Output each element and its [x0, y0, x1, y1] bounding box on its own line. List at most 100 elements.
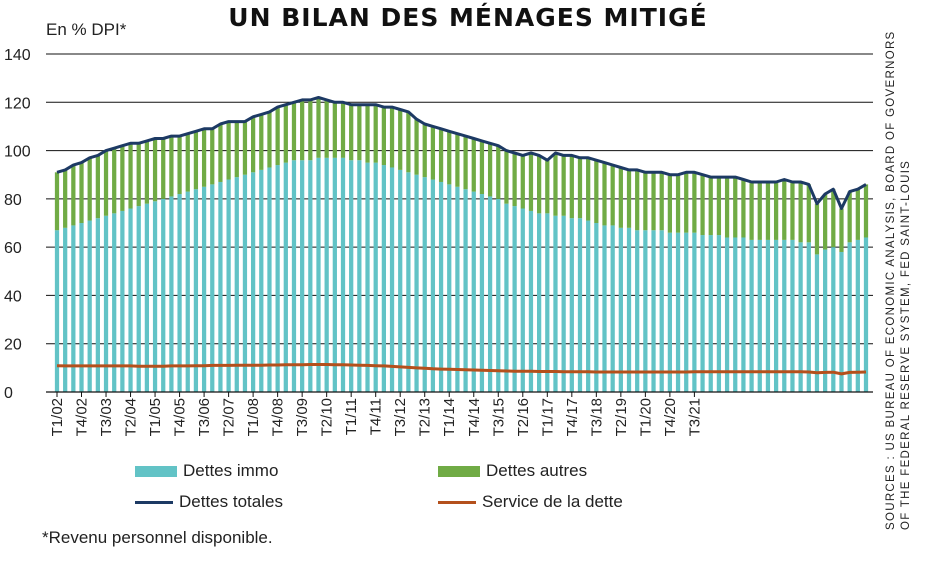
bar-dettes-autres — [561, 155, 566, 216]
x-tick-labels: T1/02 T4/02 T3/03 T2/04 T1/05 T4/05 T3/06 T2/07… — [49, 398, 703, 436]
bar-dettes-autres — [692, 172, 697, 233]
bar-dettes-autres — [553, 152, 558, 216]
bar-dettes-immo — [806, 242, 811, 392]
bar-dettes-autres — [144, 140, 150, 204]
bar-dettes-autres — [814, 203, 820, 255]
bar-dettes-autres — [577, 157, 583, 219]
bar-dettes-immo — [831, 247, 836, 392]
bar-dettes-immo — [471, 191, 476, 392]
bar-dettes-immo — [283, 162, 288, 392]
bar-dettes-immo — [741, 237, 746, 392]
bar-dettes-immo — [553, 215, 558, 392]
bar-dettes-autres — [267, 111, 272, 168]
bar-dettes-autres — [103, 150, 109, 216]
bar-dettes-autres — [357, 104, 362, 161]
bar-dettes-immo — [414, 174, 419, 392]
bar-dettes-immo — [210, 184, 215, 392]
bar-dettes-immo — [349, 160, 354, 392]
bar-dettes-immo — [120, 210, 125, 392]
bar-dettes-autres — [112, 148, 117, 214]
bar-dettes-immo — [144, 203, 150, 392]
bar-dettes-autres — [95, 155, 100, 219]
bar-dettes-immo — [496, 198, 501, 392]
x-tick-label: T1/05 — [147, 398, 164, 436]
bar-dettes-autres — [136, 143, 141, 207]
bar-dettes-autres — [234, 121, 239, 178]
y-tick-label: 60 — [4, 240, 22, 257]
bar-dettes-autres — [839, 208, 844, 252]
bar-dettes-immo — [537, 213, 542, 392]
bar-dettes-immo — [463, 189, 468, 392]
bar-dettes-autres — [667, 174, 673, 233]
bar-dettes-immo — [798, 242, 803, 392]
bar-dettes-immo — [692, 232, 697, 392]
bar-dettes-autres — [242, 121, 248, 175]
x-tick-label: T3/09 — [294, 398, 311, 436]
bar-dettes-autres — [210, 128, 215, 185]
line-dettes-totales — [56, 96, 867, 210]
bar-dettes-immo — [340, 157, 346, 392]
bar-dettes-autres — [537, 155, 542, 214]
bar-dettes-autres — [806, 184, 811, 243]
bar-dettes-immo — [357, 160, 362, 392]
bar-dettes-autres — [349, 104, 354, 161]
bar-dettes-autres — [700, 174, 705, 236]
bar-dettes-autres — [128, 143, 133, 209]
bar-dettes-immo — [447, 184, 452, 392]
bar-dettes-immo — [259, 169, 264, 392]
bar-dettes-immo — [594, 223, 599, 392]
bar-dettes-immo — [422, 177, 427, 392]
bar-dettes-immo — [512, 206, 517, 392]
bar-dettes-autres — [716, 177, 722, 236]
bar-dettes-autres — [438, 128, 444, 182]
line-service-de-la-dette — [56, 363, 867, 376]
bar-dettes-immo — [782, 239, 787, 392]
bar-dettes-autres — [185, 133, 190, 192]
bar-dettes-autres — [226, 121, 231, 180]
bar-dettes-autres — [54, 172, 60, 231]
bar-dettes-autres — [487, 143, 493, 197]
bar-dettes-autres — [594, 160, 599, 223]
bar-dettes-autres — [757, 181, 762, 240]
bar-dettes-autres — [708, 177, 713, 236]
bar-dettes-immo — [577, 218, 583, 392]
bar-dettes-immo — [308, 160, 313, 392]
bar-dettes-autres — [675, 174, 681, 233]
bar-dettes-immo — [504, 203, 509, 392]
bar-dettes-immo — [438, 181, 444, 392]
bar-dettes-immo — [863, 237, 869, 392]
bar-dettes-autres — [398, 109, 403, 170]
bar-dettes-immo — [610, 225, 615, 392]
bar-dettes-immo — [790, 239, 795, 392]
bar-dettes-immo — [455, 186, 460, 392]
bar-dettes-immo — [651, 230, 656, 392]
y-tick-label: 100 — [4, 144, 31, 161]
x-tick-label: T1/17 — [539, 398, 556, 436]
bar-dettes-autres — [847, 191, 852, 243]
x-tick-label: T2/04 — [123, 398, 140, 436]
bar-dettes-autres — [618, 167, 623, 228]
x-tick-label: T2/07 — [221, 398, 238, 436]
bar-dettes-immo — [430, 179, 436, 392]
x-tick-label: T2/19 — [613, 398, 630, 436]
x-tick-label: T1/14 — [441, 398, 458, 436]
sources-line-1: SOURCES : US BUREAU OF ECONOMIC ANALYSIS… — [885, 30, 897, 530]
bar-dettes-immo — [716, 235, 722, 392]
bar-dettes-immo — [95, 218, 100, 392]
x-tick-label: T1/20 — [637, 398, 654, 436]
bar-dettes-immo — [177, 194, 182, 392]
bar-dettes-immo — [528, 210, 534, 392]
bar-dettes-autres — [504, 150, 509, 204]
x-tick-label: T2/10 — [319, 398, 336, 436]
bar-dettes-autres — [381, 107, 386, 166]
bar-dettes-immo — [757, 239, 762, 392]
bar-dettes-autres — [496, 145, 501, 199]
bar-dettes-autres — [308, 99, 313, 161]
bar-dettes-autres — [193, 131, 199, 190]
bar-dettes-autres — [643, 172, 648, 231]
x-tick-label: T1/11 — [343, 398, 360, 435]
bar-dettes-immo — [63, 227, 68, 392]
bar-dettes-immo — [545, 213, 550, 392]
x-tick-label: T3/03 — [98, 398, 115, 436]
